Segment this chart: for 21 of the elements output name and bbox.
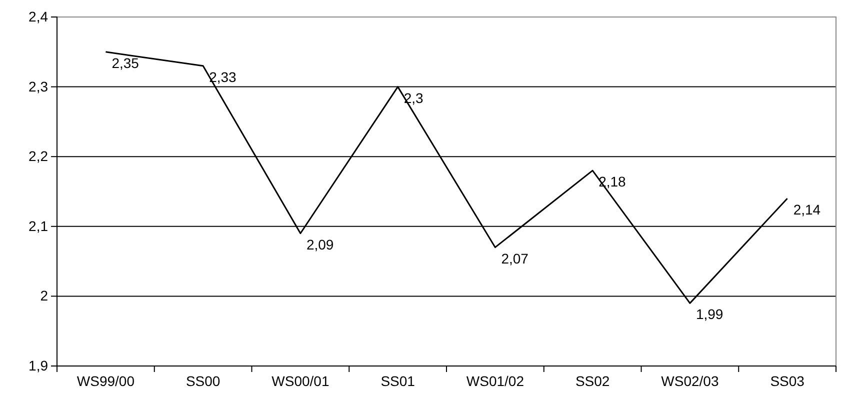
x-tick-label: WS99/00 <box>76 372 135 389</box>
y-tick-label: 2 <box>40 288 48 304</box>
data-label: 2,07 <box>501 250 529 266</box>
y-tick-label: 2,2 <box>28 148 48 164</box>
x-tick-label: SS01 <box>380 372 416 389</box>
data-label: 2,09 <box>306 236 334 252</box>
x-tick-label: SS03 <box>770 372 805 389</box>
x-tick-label: WS01/02 <box>466 372 524 389</box>
y-tick-label: 2,1 <box>28 218 48 234</box>
data-label: 2,33 <box>209 68 237 85</box>
data-label: 1,99 <box>696 306 724 322</box>
data-label: 2,35 <box>112 54 140 71</box>
x-tick-label: WS02/03 <box>661 372 719 389</box>
y-tick-label: 2,3 <box>28 78 48 94</box>
y-tick-label: 2,4 <box>28 8 48 24</box>
y-tick-label: 1,9 <box>28 357 48 374</box>
x-tick-label: SS02 <box>575 372 610 389</box>
data-label: 2,14 <box>793 201 821 218</box>
x-tick-label: WS00/01 <box>272 372 330 389</box>
data-label: 2,3 <box>404 90 424 106</box>
x-tick-label: SS00 <box>186 372 220 389</box>
